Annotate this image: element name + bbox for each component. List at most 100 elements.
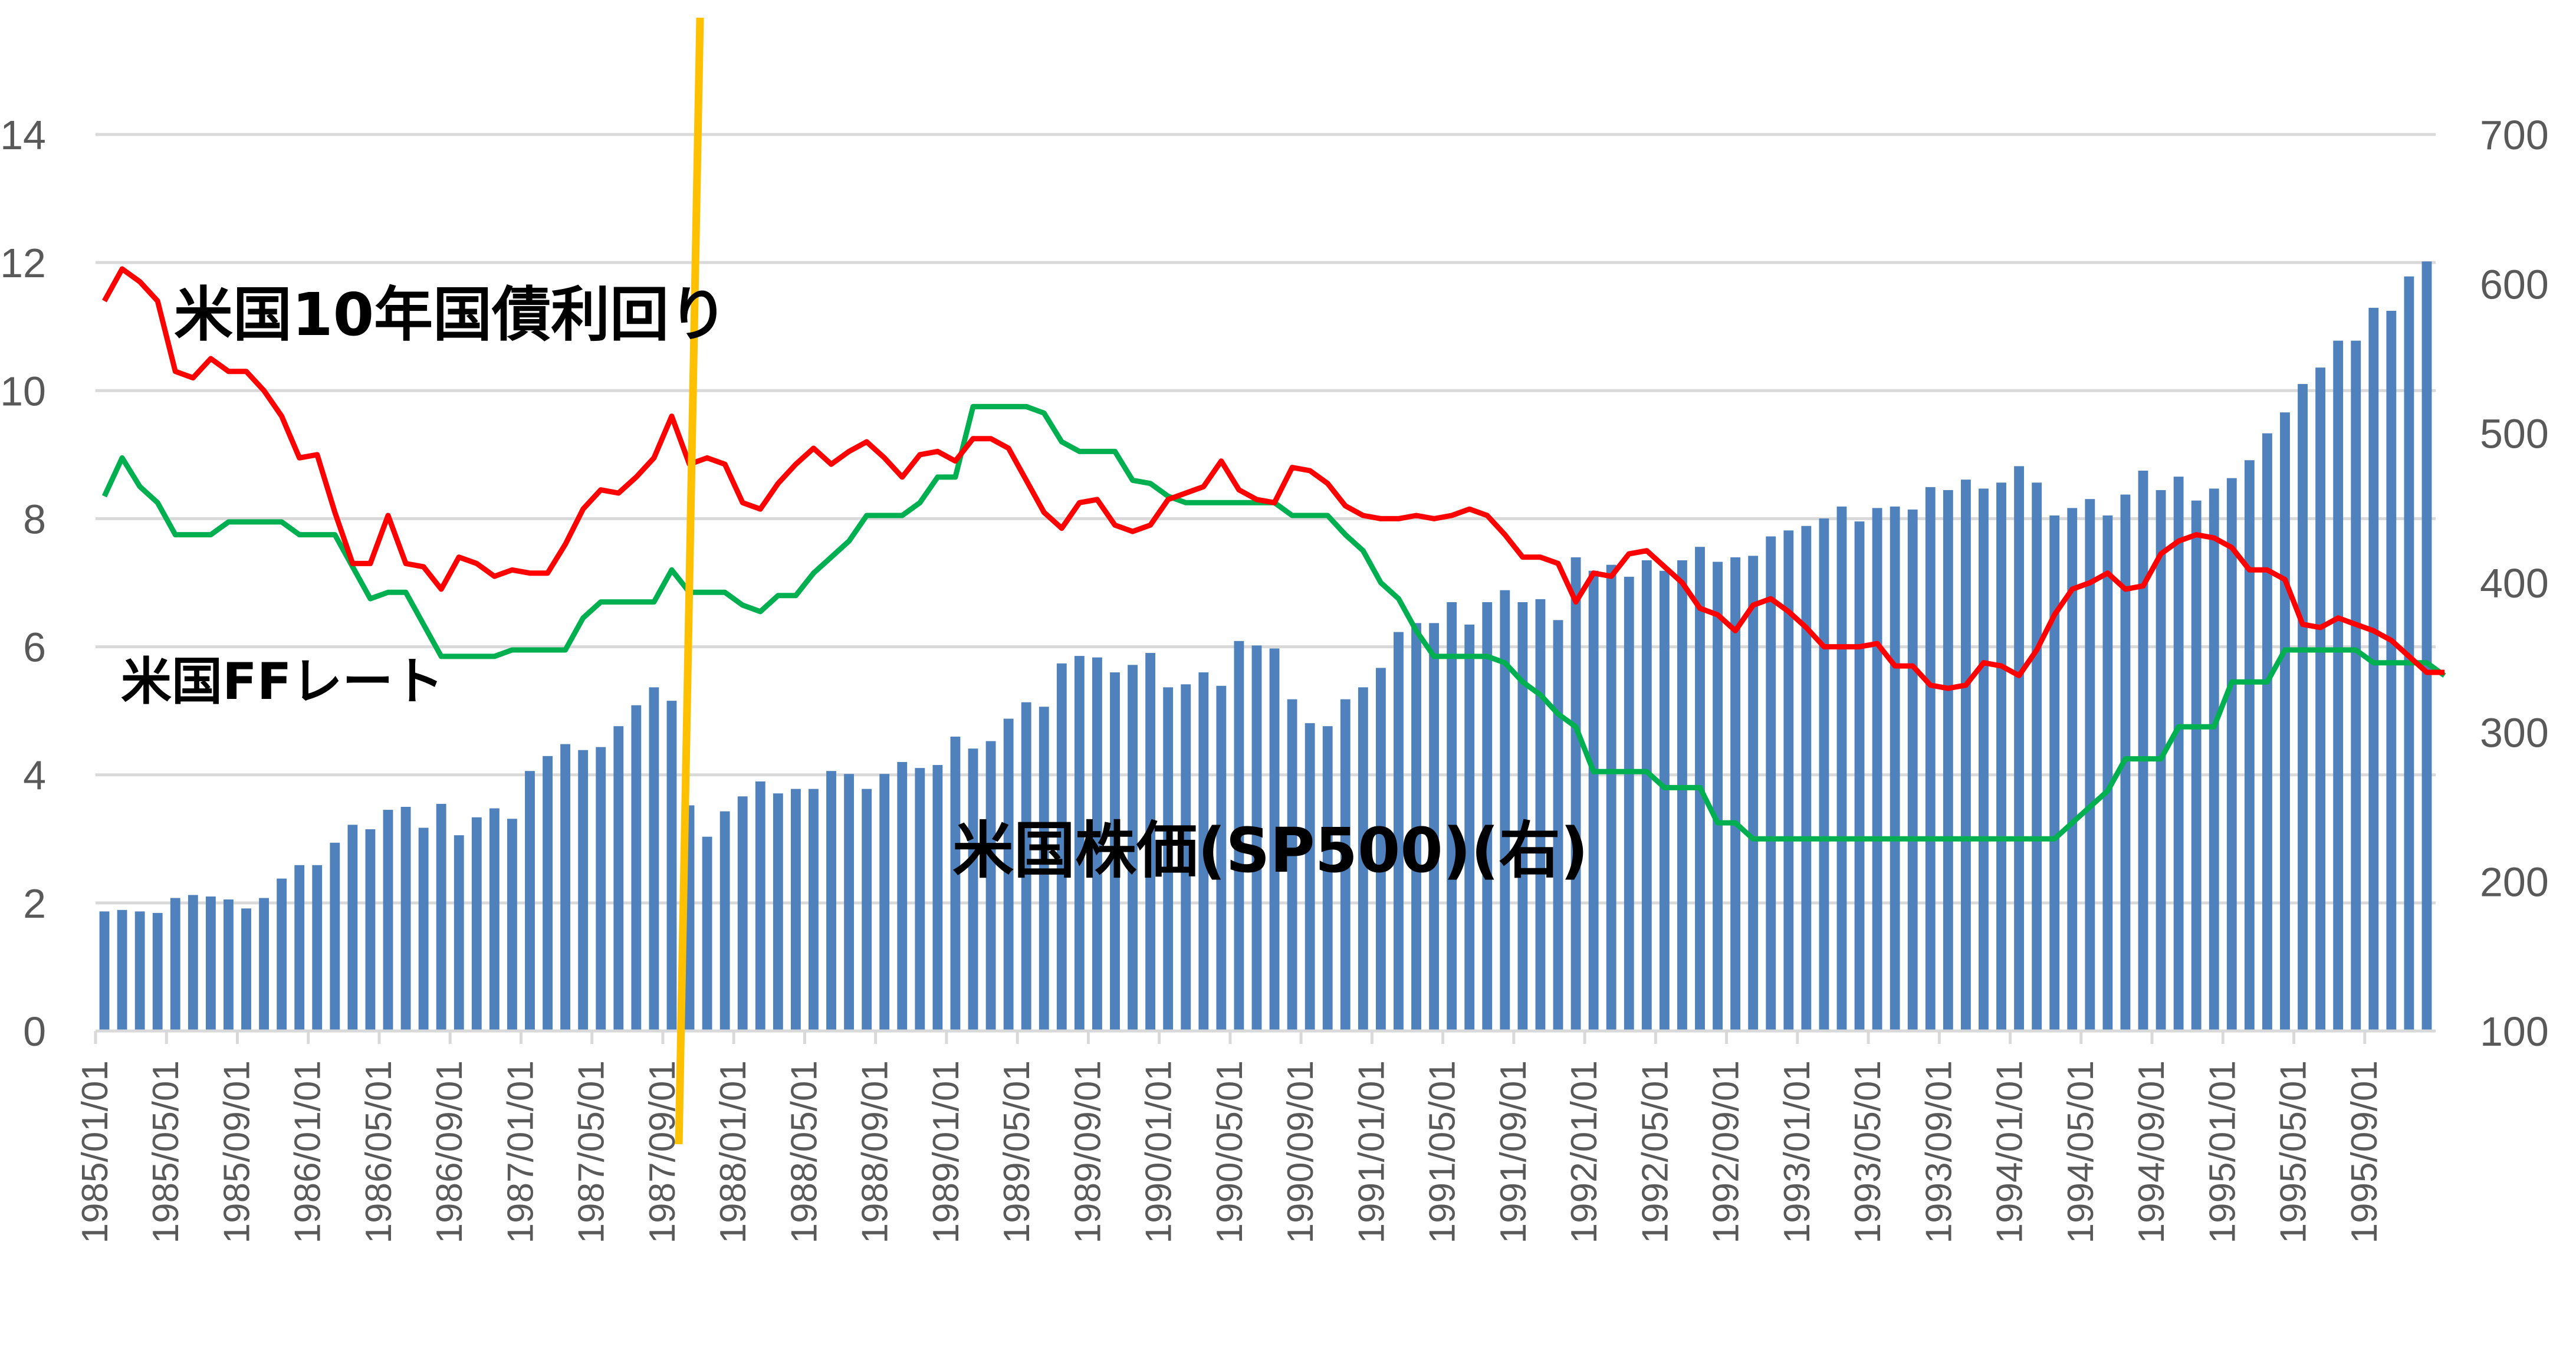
- sp500-bar: [2333, 340, 2344, 1031]
- gridlines: [96, 133, 2436, 905]
- sp500-bar: [170, 898, 180, 1031]
- sp500-bar: [2351, 340, 2361, 1031]
- sp500-bar: [1641, 560, 1652, 1031]
- sp500-bar: [418, 827, 429, 1031]
- x-tick-label: 1988/01/01: [713, 1060, 754, 1243]
- x-tick-label: 1985/05/01: [146, 1060, 186, 1243]
- sp500-bar: [1570, 557, 1581, 1031]
- sp500-bar: [152, 912, 163, 1031]
- left-axis-tick-label: 10: [0, 368, 46, 414]
- sp500-bar: [2067, 508, 2078, 1031]
- x-tick-label: 1991/05/01: [1422, 1060, 1463, 1243]
- sp500-bar: [1039, 707, 1049, 1031]
- sp500-bar: [809, 789, 819, 1031]
- sp500-bar: [2049, 515, 2060, 1031]
- sp500-bar: [1854, 521, 1865, 1031]
- sp500-bar: [737, 796, 748, 1031]
- x-tick-label: 1986/05/01: [359, 1060, 399, 1243]
- sp500-bar: [2014, 466, 2024, 1031]
- x-tick-label: 1988/09/01: [855, 1060, 896, 1243]
- x-tick-label: 1986/09/01: [429, 1060, 470, 1243]
- x-tick-label: 1995/09/01: [2344, 1060, 2385, 1243]
- sp500-bar: [1411, 623, 1421, 1031]
- sp500-bar: [436, 803, 446, 1031]
- sp500-bar: [188, 895, 198, 1031]
- sp500-bar: [2244, 460, 2255, 1031]
- sp500-bar: [844, 774, 854, 1031]
- sp500-bar: [2298, 384, 2308, 1031]
- right-axis-tick-label: 400: [2480, 560, 2549, 606]
- sp500-bar: [1943, 490, 1953, 1031]
- x-tick-label: 1991/01/01: [1351, 1060, 1392, 1243]
- sp500-bar: [560, 744, 571, 1031]
- event-marker-line: [675, 17, 704, 1145]
- sp500-bar: [1606, 564, 1616, 1031]
- sp500-bar: [862, 789, 872, 1031]
- sp500-bar: [932, 765, 943, 1031]
- x-tick-label: 1987/05/01: [571, 1060, 612, 1243]
- label-sp500: 米国株価(SP500)(右): [952, 815, 1588, 886]
- sp500-bar: [1447, 602, 1457, 1031]
- sp500-bar: [1553, 620, 1563, 1031]
- sp500-bar: [1305, 723, 1315, 1031]
- sp500-bar: [2368, 307, 2379, 1031]
- sp500-bar: [1836, 506, 1847, 1031]
- x-tick-label: 1985/09/01: [216, 1060, 257, 1243]
- sp500-bar: [773, 793, 783, 1031]
- sp500-bar: [1234, 641, 1244, 1031]
- x-tick-label: 1993/09/01: [1918, 1060, 1959, 1243]
- sp500-bar: [1677, 560, 1687, 1031]
- sp500-bar: [1464, 624, 1475, 1031]
- sp500-bar: [543, 756, 553, 1031]
- sp500-bar: [1624, 576, 1634, 1031]
- left-axis-tick-label: 0: [23, 1009, 46, 1055]
- sp500-bar: [2138, 471, 2148, 1031]
- sp500-bar: [2102, 515, 2113, 1031]
- left-axis-tick-label: 8: [23, 496, 46, 542]
- x-tick-label: 1986/01/01: [288, 1060, 328, 1243]
- sp500-bar: [1517, 602, 1528, 1031]
- sp500-bar: [1216, 685, 1227, 1031]
- right-axis-tick-label: 200: [2480, 859, 2549, 905]
- sp500-bar: [259, 898, 269, 1031]
- sp500-bar: [968, 748, 978, 1031]
- sp500-bar: [330, 842, 340, 1031]
- sp500-bar: [2280, 412, 2290, 1032]
- sp500-bar: [471, 817, 482, 1031]
- sp500-bar: [1251, 645, 1262, 1031]
- sp500-bar: [1482, 602, 1493, 1031]
- sp500-bar: [578, 750, 589, 1031]
- sp500-bar: [1907, 509, 1918, 1031]
- sp500-bar: [2226, 478, 2237, 1031]
- x-tick-label: 1994/05/01: [2061, 1060, 2101, 1243]
- x-tick-label: 1989/09/01: [1067, 1060, 1108, 1243]
- sp500-bar: [1394, 632, 1404, 1031]
- x-tick-label: 1993/05/01: [1848, 1060, 1888, 1243]
- left-axis-tick-label: 12: [0, 240, 46, 286]
- sp500-bar: [649, 687, 659, 1031]
- sp500-bar: [755, 781, 765, 1031]
- sp500-bar: [1092, 657, 1102, 1031]
- x-tick-label: 1991/09/01: [1493, 1060, 1534, 1243]
- x-tick-label: 1995/01/01: [2202, 1060, 2243, 1243]
- label-ff-rate: 米国FFレート: [121, 652, 444, 711]
- sp500-bar: [1287, 699, 1297, 1031]
- sp500-bar: [525, 771, 535, 1031]
- sp500-bar: [2209, 488, 2219, 1031]
- sp500-bar: [205, 896, 216, 1031]
- sp500-bar: [897, 762, 908, 1031]
- bond-yield-line: [102, 266, 2444, 691]
- sp500-bar: [613, 726, 624, 1031]
- sp500-bar: [1074, 656, 1085, 1031]
- sp500-bar: [294, 865, 305, 1031]
- sp500-bar: [347, 825, 358, 1031]
- sp500-bar: [1429, 623, 1439, 1031]
- sp500-bar: [224, 899, 234, 1031]
- sp500-bar: [702, 836, 712, 1031]
- sp500-bar: [1713, 561, 1723, 1031]
- axes: 0 2 4 6 8 10 12 14 100 200 300 400 500 600 700 1985/01/…: [0, 112, 2549, 1243]
- sp500-bar: [1021, 702, 1031, 1031]
- sp500-bar: [2085, 499, 2095, 1031]
- sp500-bar: [2421, 261, 2432, 1031]
